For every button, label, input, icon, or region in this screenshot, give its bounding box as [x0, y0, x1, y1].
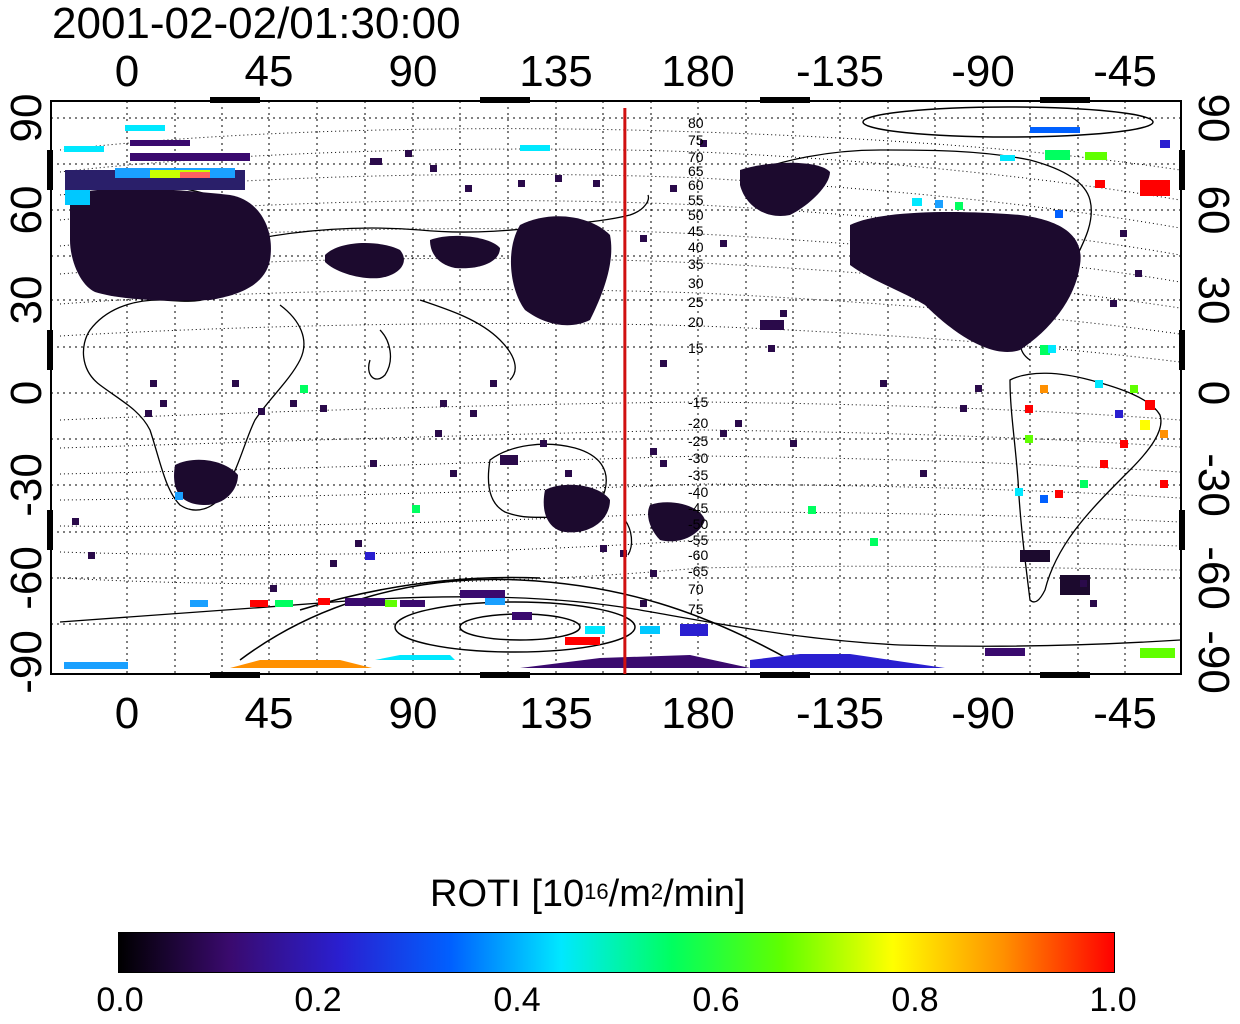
contour-label: -65: [688, 563, 708, 579]
colorbar-title-exp2: 2: [650, 879, 664, 904]
timestamp: 2001-02-02/01:30:00: [52, 0, 461, 48]
colorbar-title-suffix: /min]: [663, 873, 746, 915]
bottom-tick: -135: [795, 689, 885, 738]
roti-cluster-northamerica: [850, 212, 1081, 352]
contour-label: -50: [688, 516, 708, 532]
contour-label: 75: [688, 601, 704, 617]
colorbar-tick: 0.6: [692, 981, 740, 1019]
contour-label: -40: [688, 484, 708, 500]
contour-label: 40: [688, 239, 704, 255]
lat-lon-grid: [51, 101, 1181, 674]
contour-label: 25: [688, 294, 704, 310]
top-tick: 90: [388, 47, 438, 96]
contour-label: 30: [688, 275, 704, 291]
bottom-tick: 0: [114, 689, 140, 738]
roti-data: [64, 125, 1175, 669]
colorbar-tick: 0.8: [891, 981, 939, 1019]
top-tick: 45: [244, 47, 294, 96]
bottom-tick: 180: [661, 689, 735, 738]
contour-labels: 80 75 70 65 60 55 50 45 40 35 30 25 20 1…: [688, 115, 708, 617]
roti-cluster-europe: [70, 188, 271, 301]
bottom-tick: 135: [519, 689, 593, 738]
colorbar: [118, 932, 1115, 973]
contour-label: -35: [688, 467, 708, 483]
colorbar-title-mid: /m: [608, 873, 651, 915]
roti-cluster-asia: [510, 216, 612, 326]
contour-label: 20: [688, 314, 704, 330]
contour-label: 45: [688, 223, 704, 239]
frame-tick-bars: [47, 97, 1185, 678]
roti-scatter-dots: [72, 140, 1142, 607]
contour-label: -25: [688, 433, 708, 449]
colorbar-title-prefix: ROTI [10: [430, 873, 585, 915]
bottom-tick: 45: [244, 689, 294, 738]
top-tick: 0: [114, 47, 140, 96]
contour-label: -15: [688, 394, 708, 410]
bottom-tick: -90: [951, 689, 1015, 738]
bottom-tick: -45: [1093, 689, 1157, 738]
top-tick: -135: [795, 47, 885, 96]
contour-label: 80: [688, 115, 704, 131]
contour-label: 50: [688, 207, 704, 223]
contour-label: -60: [688, 547, 708, 563]
contour-label: 65: [688, 163, 704, 179]
contour-label: -30: [688, 450, 708, 466]
colorbar-tick: 0.4: [493, 981, 541, 1019]
contour-label: -20: [688, 415, 708, 431]
top-tick: 180: [661, 47, 735, 96]
auroral-ovals: [239, 106, 1154, 661]
contour-label: -45: [688, 500, 708, 516]
top-tick: 135: [519, 47, 593, 96]
colorbar-title-exp1: 16: [584, 879, 609, 904]
bottom-tick: 90: [388, 689, 438, 738]
roti-world-map: 80 75 70 65 60 55 50 45 40 35 30 25 20 1…: [47, 97, 1185, 678]
colorbar-tick: 0.2: [294, 981, 342, 1019]
top-tick: -90: [951, 47, 1015, 96]
contour-label: 15: [688, 340, 704, 356]
colorbar-tick: 0.0: [96, 981, 144, 1019]
contour-label: -55: [688, 532, 708, 548]
contour-label: 35: [688, 256, 704, 272]
contour-label: 75: [688, 132, 704, 148]
contour-label: 70: [688, 581, 704, 597]
top-tick: -45: [1093, 47, 1157, 96]
colorbar-title: ROTI [1016/m2/min]: [430, 872, 745, 916]
contour-label: 60: [688, 177, 704, 193]
contour-label: 55: [688, 192, 704, 208]
contour-label: 70: [688, 149, 704, 165]
colorbar-tick: 1.0: [1089, 981, 1137, 1019]
